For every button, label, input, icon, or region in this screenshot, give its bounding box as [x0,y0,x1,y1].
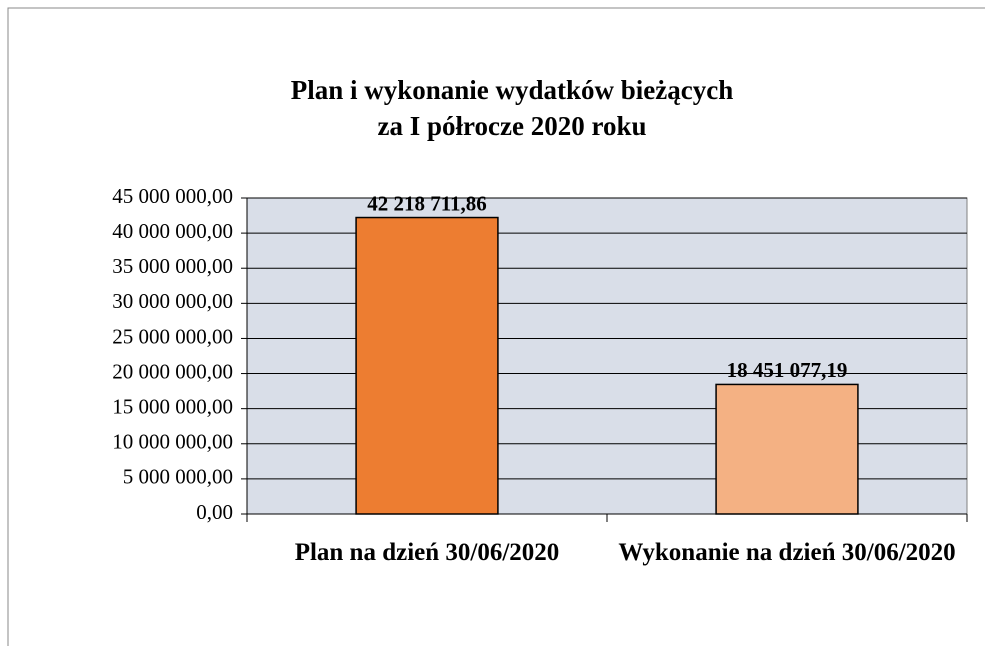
x-tick-label: Plan na dzień 30/06/2020 [294,539,560,566]
y-tick-label: 40 000 000,00 [112,219,233,243]
x-tick-label: Wykonanie na dzień 30/06/2020 [618,539,956,566]
bar [355,216,499,515]
y-tick-label: 45 000 000,00 [112,184,233,208]
y-tick-label: 10 000 000,00 [112,430,233,454]
plot-area [246,197,968,515]
y-tick-label: 30 000 000,00 [112,289,233,313]
data-label: 18 451 077,19 [727,358,848,382]
chart-title: Plan i wykonanie wydatków bieżących [291,75,734,105]
chart-title: za I półrocze 2020 roku [378,111,647,141]
y-tick-label: 5 000 000,00 [123,465,233,489]
data-label: 42 218 711,86 [367,191,487,215]
y-tick-label: 35 000 000,00 [112,254,233,278]
frame [7,7,985,646]
y-tick-label: 15 000 000,00 [112,394,233,418]
y-tick-label: 20 000 000,00 [112,359,233,383]
y-tick-label: 25 000 000,00 [112,324,233,348]
bar [715,383,859,515]
y-tick-label: 0,00 [196,500,233,524]
